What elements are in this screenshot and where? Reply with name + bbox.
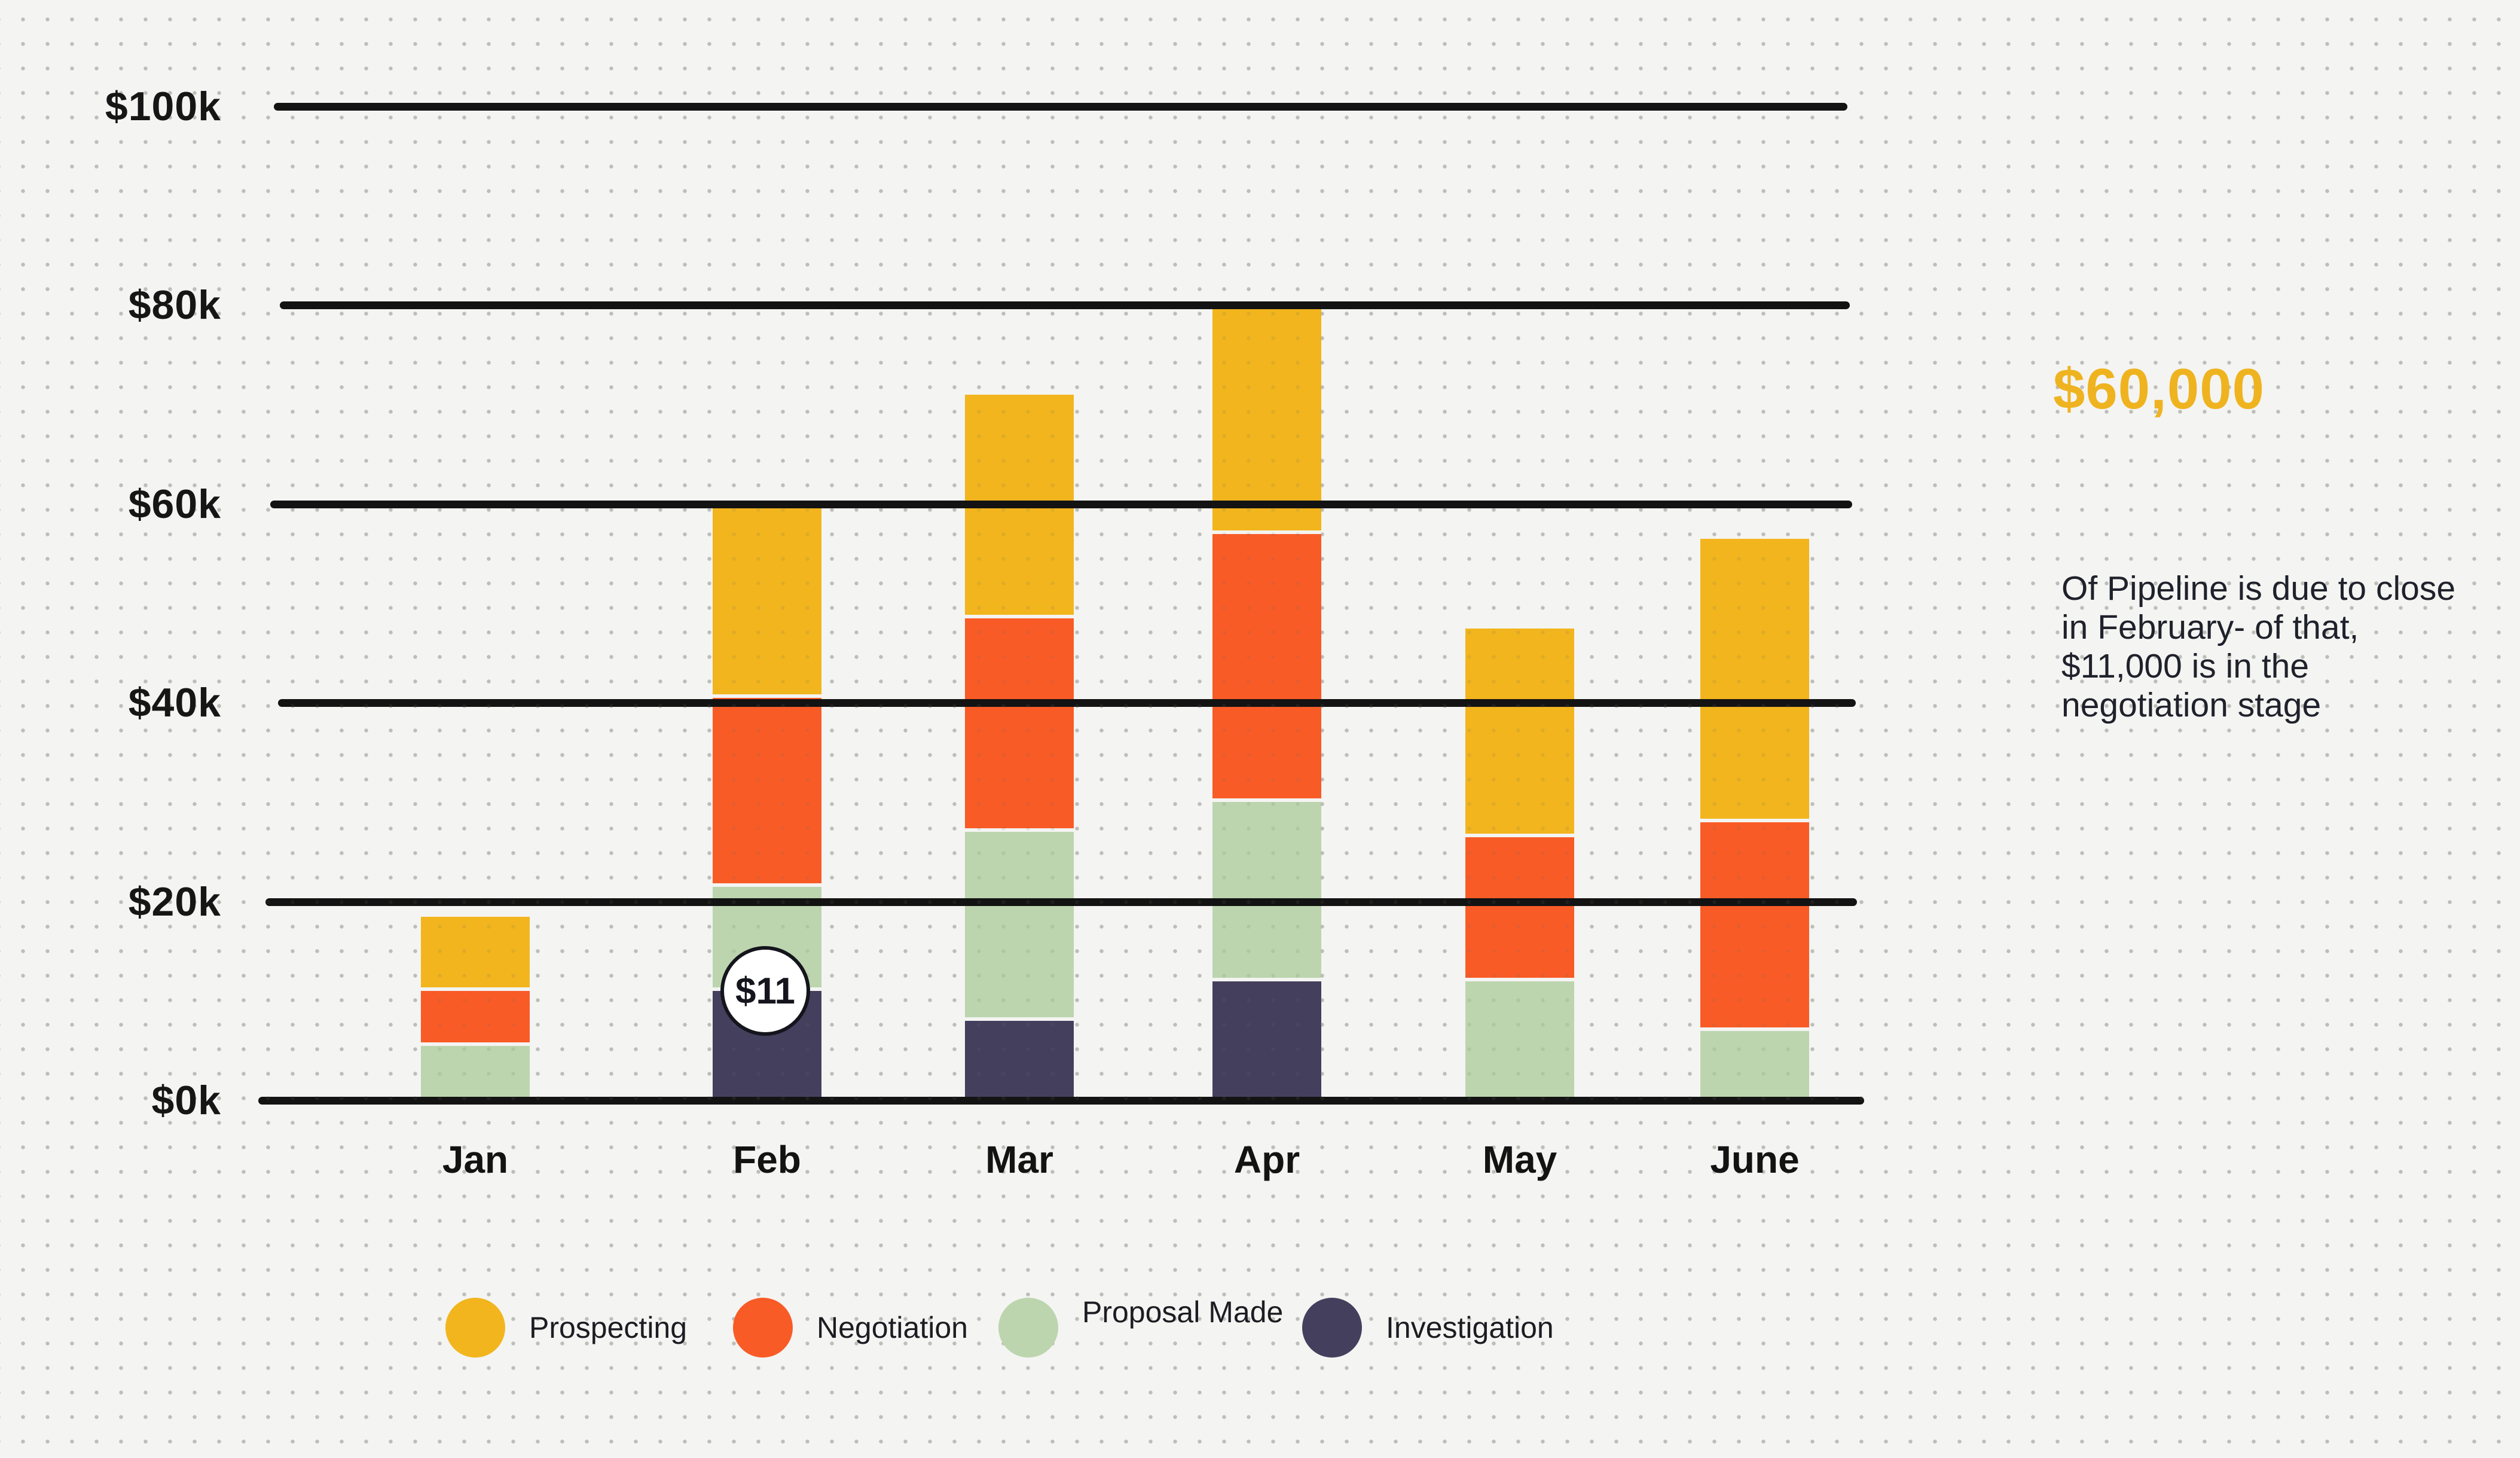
gridline-$80k (280, 301, 1850, 310)
y-axis-tick-label: $0k (151, 1078, 221, 1123)
x-axis-label-mar: Mar (985, 1138, 1053, 1181)
gridline-$100k (274, 103, 1847, 111)
bar-segment-may-negotiation (1465, 837, 1574, 981)
y-axis-tick-label: $100k (105, 84, 221, 129)
callout: $60,000 (2053, 356, 2265, 422)
gridline-$0k (258, 1097, 1864, 1105)
bar-segment-apr-negotiation (1212, 533, 1321, 803)
bar-segment-june-negotiation (1700, 822, 1809, 1031)
callout-text-line: in February- of that, (2061, 608, 2359, 646)
bar-segment-mar-investigation (965, 1021, 1074, 1100)
y-axis-tick-label: $20k (128, 879, 221, 925)
bar-segment-mar-proposal (965, 832, 1074, 1021)
y-axis-tick-label: $40k (128, 680, 221, 726)
callout-text-line: negotiation stage (2061, 686, 2322, 724)
legend-item-investigation: Investigation (1302, 1298, 1554, 1358)
bar-segment-jan-proposal (421, 1045, 530, 1100)
x-axis-label-feb: Feb (733, 1138, 801, 1181)
gridline-$20k (265, 898, 1857, 906)
bar-segment-mar-negotiation (965, 618, 1074, 832)
bar-segment-jan-negotiation (421, 991, 530, 1046)
bar-segment-apr-prospecting (1212, 305, 1321, 534)
legend-label: Negotiation (817, 1311, 968, 1344)
bar-segment-may-prospecting (1465, 628, 1574, 837)
bar-segment-feb-prospecting (713, 504, 821, 698)
x-axis-label-apr: Apr (1233, 1138, 1300, 1181)
bar-segment-june-proposal (1700, 1030, 1809, 1100)
bar-segment-june-prospecting (1700, 538, 1809, 822)
legend-swatch-circle-proposal (998, 1298, 1058, 1358)
bar-segment-jan-prospecting (421, 916, 530, 992)
y-axis-tick-label: $60k (128, 481, 221, 527)
callout-body: Of Pipeline is due to close in February-… (2061, 569, 2455, 725)
bar-segment-feb-negotiation (713, 697, 821, 887)
gridline-$40k (278, 699, 1856, 707)
callout-headline: $60,000 (2053, 357, 2265, 421)
legend-label: Investigation (1386, 1311, 1554, 1344)
x-axis-label-june: June (1710, 1138, 1800, 1181)
x-axis-label-jan: Jan (442, 1138, 509, 1181)
callout-text-line: Of Pipeline is due to close (2061, 569, 2456, 608)
legend-item-proposal: Proposal Made (998, 1295, 1284, 1358)
value-annotation-text: $11 (735, 970, 796, 1012)
legend-swatch-circle-investigation (1302, 1298, 1362, 1358)
gridline-$60k (270, 500, 1852, 508)
bar-segment-apr-proposal (1212, 802, 1321, 981)
callout-text-line: $11,000 is in the (2061, 647, 2310, 685)
legend-swatch-circle-negotiation (733, 1298, 793, 1358)
legend-swatch-circle-prospecting (445, 1298, 505, 1358)
value-annotation-bubble: $11 (720, 946, 810, 1036)
y-axis-tick-label: $80k (128, 282, 221, 328)
bar-segment-may-proposal (1465, 981, 1574, 1100)
bar-segment-apr-investigation (1212, 981, 1321, 1100)
legend-item-negotiation: Negotiation (733, 1298, 968, 1358)
x-axis-label-may: May (1482, 1138, 1557, 1181)
legend-label: Prospecting (529, 1311, 688, 1344)
legend-item-prospecting: Prospecting (445, 1298, 687, 1358)
legend-label: Proposal Made (1082, 1295, 1284, 1329)
